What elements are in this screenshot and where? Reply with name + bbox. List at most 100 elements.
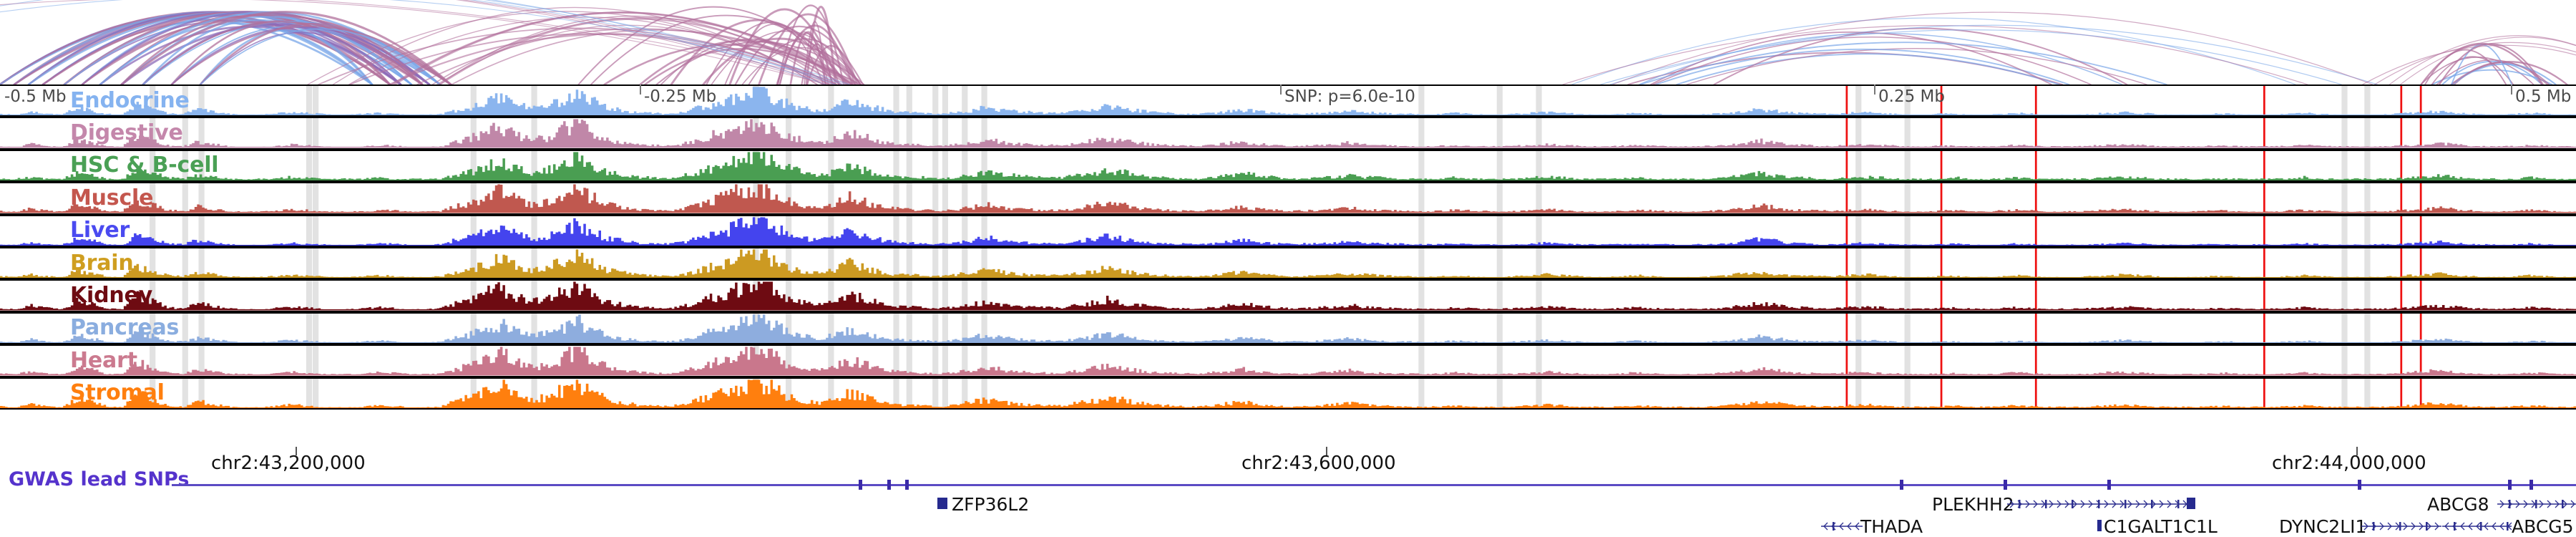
gwas-snp-marker[interactable] bbox=[2004, 480, 2007, 490]
interaction-arc bbox=[2374, 42, 2576, 84]
interaction-arc bbox=[142, 19, 374, 84]
interaction-arc bbox=[307, 11, 824, 84]
gwas-baseline bbox=[172, 484, 2576, 486]
interaction-arc bbox=[758, 13, 859, 84]
track-heart[interactable]: Heart bbox=[0, 344, 2576, 377]
interaction-arc bbox=[2431, 56, 2514, 84]
interaction-arc bbox=[296, 0, 852, 84]
signal-area bbox=[0, 87, 2576, 116]
track-pancreas[interactable]: Pancreas bbox=[0, 311, 2576, 345]
track-baseline bbox=[0, 212, 2576, 213]
track-label-heart: Heart bbox=[70, 347, 137, 373]
gene-label[interactable]: C1GALT1C1L bbox=[2104, 516, 2218, 537]
interaction-arc bbox=[199, 23, 424, 84]
interaction-arc bbox=[171, 25, 452, 84]
track-kidney[interactable]: Kidney bbox=[0, 279, 2576, 312]
interaction-arc bbox=[1639, 42, 2167, 84]
gene-annotation-track: ZFP36L2 PLEKHH2 ABCG8 THADA C1GALT1C1L DYNC2L… bbox=[0, 493, 2576, 537]
signal-area bbox=[0, 314, 2576, 344]
track-baseline bbox=[0, 309, 2576, 311]
interaction-arc bbox=[200, 28, 441, 84]
gene-body bbox=[2007, 499, 2190, 509]
interaction-arc bbox=[199, 29, 374, 84]
track-label-brain: Brain bbox=[70, 250, 134, 276]
signal-profile bbox=[0, 281, 2576, 311]
gene-label[interactable]: ZFP36L2 bbox=[952, 494, 1030, 515]
interaction-arc bbox=[0, 0, 845, 84]
interaction-arc bbox=[349, 33, 832, 84]
gene-row: THADA C1GALT1C1L DYNC2LI1 ABCG5 bbox=[0, 515, 2576, 537]
ruler-tick bbox=[2356, 447, 2358, 455]
track-muscle[interactable]: Muscle bbox=[0, 182, 2576, 215]
signal-profile bbox=[0, 184, 2576, 213]
signal-area bbox=[0, 347, 2576, 376]
signal-profile bbox=[0, 314, 2576, 344]
gene-label[interactable]: DYNC2LI1 bbox=[2279, 516, 2367, 537]
gwas-lead-snps-track[interactable]: GWAS lead SNPs bbox=[0, 468, 2576, 493]
track-label-endocrine: Endocrine bbox=[70, 87, 190, 113]
interaction-arc bbox=[2420, 42, 2543, 84]
gwas-snp-marker[interactable] bbox=[2358, 480, 2361, 490]
interaction-arc bbox=[2450, 61, 2568, 84]
interaction-arc bbox=[1676, 53, 2060, 84]
chromatin-interaction-arcs-panel bbox=[0, 0, 2576, 84]
gwas-snp-marker[interactable] bbox=[2529, 480, 2533, 490]
gwas-snp-marker[interactable] bbox=[887, 480, 891, 490]
signal-area bbox=[0, 379, 2576, 408]
gene-label[interactable]: PLEKHH2 bbox=[1932, 494, 2014, 515]
signal-profile bbox=[0, 347, 2576, 376]
signal-profile bbox=[0, 152, 2576, 181]
signal-area bbox=[0, 249, 2576, 279]
interaction-arc bbox=[1655, 48, 2070, 84]
gene-strand-arrows bbox=[2442, 522, 2512, 531]
track-brain[interactable]: Brain bbox=[0, 246, 2576, 280]
interaction-arc bbox=[0, 0, 828, 84]
interaction-arc bbox=[81, 14, 452, 84]
track-hsc-b-cell[interactable]: HSC & B-cell bbox=[0, 149, 2576, 183]
gwas-lead-snps-label: GWAS lead SNPs bbox=[9, 468, 190, 490]
gene-body bbox=[1821, 521, 1863, 531]
interaction-arc bbox=[170, 21, 391, 84]
gwas-snp-marker[interactable] bbox=[905, 480, 909, 490]
interaction-arc bbox=[0, 0, 826, 84]
interaction-arc bbox=[332, 6, 818, 84]
track-stromal[interactable]: Stromal bbox=[0, 377, 2576, 410]
interaction-arc bbox=[491, 0, 836, 84]
arcs-svg bbox=[0, 0, 2576, 84]
gwas-snp-marker[interactable] bbox=[859, 480, 862, 490]
signal-profile bbox=[0, 119, 2576, 148]
interaction-arc bbox=[2424, 49, 2507, 84]
gwas-snp-marker[interactable] bbox=[1900, 480, 1903, 490]
ruler-coordinate-label: chr2:43,600,000 bbox=[1241, 453, 1396, 474]
gene-body bbox=[2442, 521, 2512, 531]
interaction-arc bbox=[1686, 48, 2147, 84]
track-digestive[interactable]: Digestive bbox=[0, 117, 2576, 150]
gwas-snp-marker[interactable] bbox=[2107, 480, 2111, 490]
gene-label[interactable]: ABCG8 bbox=[2427, 494, 2489, 515]
ruler-tick bbox=[1326, 447, 1327, 455]
track-endocrine[interactable]: Endocrine bbox=[0, 84, 2576, 117]
track-label-stromal: Stromal bbox=[70, 380, 165, 406]
ruler-coordinate-label: chr2:44,000,000 bbox=[2272, 453, 2426, 474]
interaction-arc bbox=[644, 47, 842, 84]
interaction-arc bbox=[1600, 29, 2342, 84]
track-liver[interactable]: Liver bbox=[0, 214, 2576, 247]
gene-label[interactable]: THADA bbox=[1860, 516, 1923, 537]
signal-area bbox=[0, 119, 2576, 148]
track-label-muscle: Muscle bbox=[70, 185, 154, 211]
gene-exon-block bbox=[2097, 520, 2102, 531]
interaction-arc bbox=[120, 11, 452, 84]
track-baseline bbox=[0, 244, 2576, 246]
interaction-arc bbox=[728, 8, 840, 84]
interaction-arc bbox=[483, 0, 850, 84]
signal-area bbox=[0, 184, 2576, 213]
gwas-snp-marker[interactable] bbox=[2508, 480, 2512, 490]
gene-label[interactable]: ABCG5 bbox=[2512, 516, 2574, 537]
track-label-pancreas: Pancreas bbox=[70, 315, 180, 341]
track-label-liver: Liver bbox=[70, 218, 130, 243]
interaction-arc bbox=[1562, 25, 2308, 84]
gene-row: ZFP36L2 PLEKHH2 ABCG8 bbox=[0, 493, 2576, 515]
gene-body bbox=[2361, 521, 2441, 531]
interaction-arc bbox=[120, 14, 391, 84]
interaction-arc bbox=[2441, 60, 2543, 84]
